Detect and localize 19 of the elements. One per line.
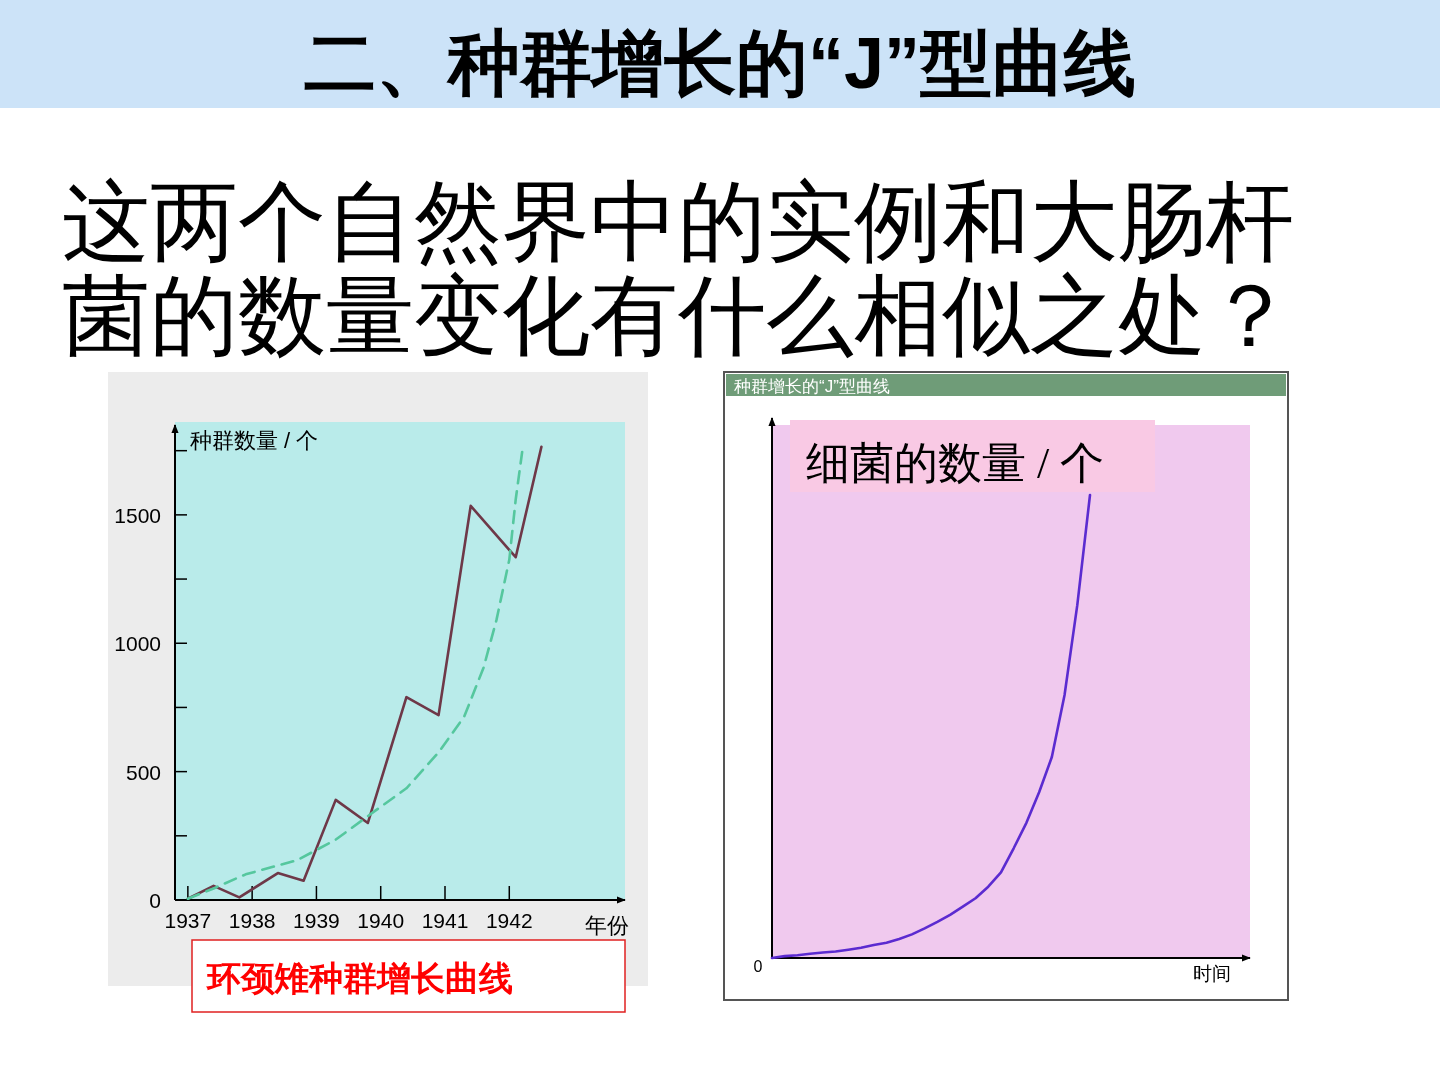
text: 环颈雉种群增长曲线 <box>205 959 513 997</box>
x-tick-label: 1938 <box>228 909 276 932</box>
x-tick-label: 1941 <box>421 909 469 932</box>
x-tick-label: 1939 <box>293 909 340 932</box>
y-axis-title: 种群数量 / 个 <box>190 428 319 453</box>
x-tick-label: 1940 <box>357 909 405 932</box>
chart-title: 种群增长的“J”型曲线 <box>734 377 890 396</box>
text: 二、种群增长的“J”型曲线 <box>303 23 1137 103</box>
x-axis-title: 时间 <box>1193 963 1231 984</box>
y-tick-label: 500 <box>125 760 161 784</box>
x-tick-label: 1942 <box>485 909 533 932</box>
y-tick-label: 1000 <box>114 632 161 656</box>
y-axis-title: 细菌的数量 / 个 <box>806 439 1105 488</box>
y-tick-label: 1500 <box>114 503 161 527</box>
text: 这两个自然界中的实例和大肠杆菌的数量变化有什么相似之处？ <box>62 172 1294 365</box>
text: 0 <box>753 958 763 975</box>
x-axis-title: 年份 <box>585 913 629 938</box>
y-tick-label: 0 <box>149 889 161 912</box>
x-tick-label: 1937 <box>164 909 212 932</box>
